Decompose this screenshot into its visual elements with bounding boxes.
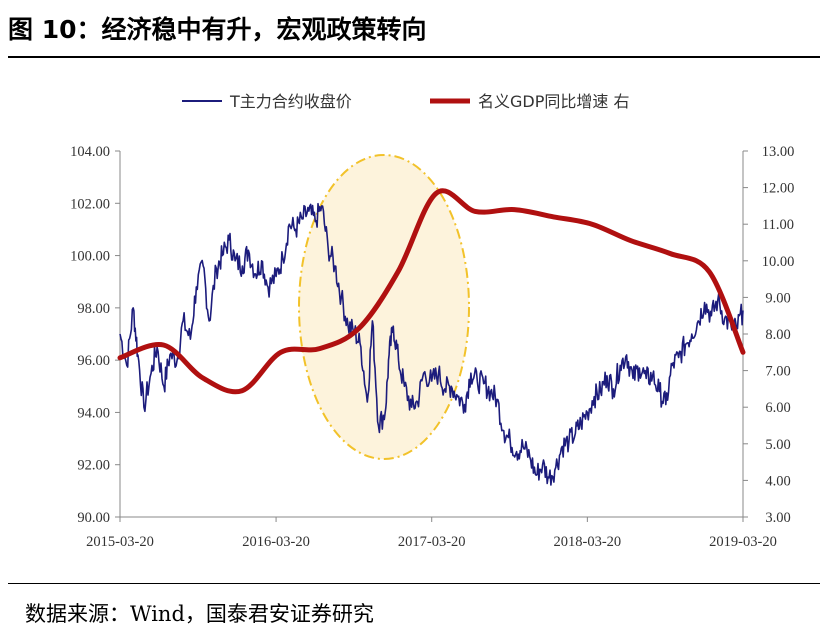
x-tick-label: 2015-03-20 — [86, 534, 154, 550]
y-right-tick-label: 5.00 — [765, 437, 790, 453]
legend: T主力合约收盘价 名义GDP同比增速 右 — [182, 92, 629, 111]
highlight-ellipse — [298, 154, 470, 460]
y-right-tick-label: 4.00 — [765, 473, 790, 489]
x-tick-label: 2018-03-20 — [554, 534, 622, 550]
axes: 90.00 92.00 94.00 96.00 98.00 100.00 102.00 104… — [70, 144, 794, 550]
title-rule — [8, 56, 820, 58]
y-right-tick-label: 8.00 — [765, 327, 790, 343]
y-right-tick-label: 13.00 — [762, 144, 795, 160]
y-left-tick-label: 102.00 — [70, 196, 110, 212]
y-right-tick-label: 10.00 — [762, 254, 795, 270]
x-tick-label: 2016-03-20 — [242, 534, 310, 550]
y-right-tick-label: 11.00 — [762, 217, 794, 233]
figure-title: 图 10：经济稳中有升，宏观政策转向 — [8, 15, 427, 44]
legend-label-gdp: 名义GDP同比增速 右 — [478, 92, 629, 111]
y-left-tick-label: 92.00 — [77, 458, 110, 474]
y-right-tick-label: 9.00 — [765, 290, 790, 306]
legend-label-price: T主力合约收盘价 — [229, 92, 352, 111]
y-left-tick-label: 94.00 — [77, 405, 110, 421]
series-layer — [117, 188, 746, 486]
y-left-tick-label: 100.00 — [70, 249, 110, 265]
x-tick-label: 2017-03-20 — [398, 534, 466, 550]
y-right-tick-label: 12.00 — [762, 181, 795, 197]
y-left-tick-label: 90.00 — [77, 510, 110, 526]
source-rule — [8, 583, 820, 584]
y-right-tick-label: 7.00 — [765, 364, 790, 380]
x-tick-label: 2019-03-20 — [709, 534, 777, 550]
y-left-tick-label: 96.00 — [77, 353, 110, 369]
chart: T主力合约收盘价 名义GDP同比增速 右 90.00 92.00 94.00 96.0… — [70, 92, 794, 550]
y-right-tick-label: 6.00 — [765, 400, 790, 416]
series-price-line — [119, 202, 744, 486]
y-right-tick-label: 3.00 — [765, 510, 790, 526]
source-note: 数据来源：Wind，国泰君安证券研究 — [25, 602, 374, 626]
series-gdp-line — [117, 188, 746, 395]
y-left-tick-label: 98.00 — [77, 301, 110, 317]
y-left-tick-label: 104.00 — [70, 144, 110, 160]
